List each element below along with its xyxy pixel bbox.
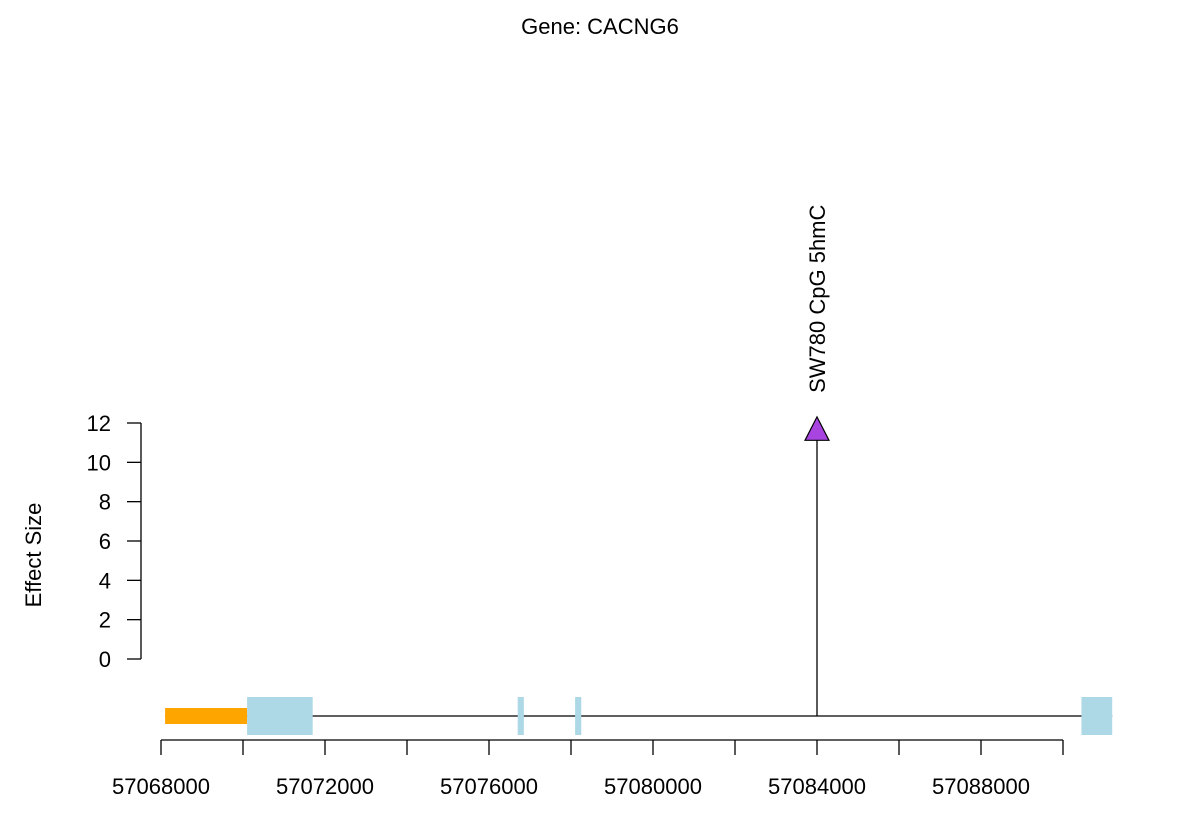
y-tick-label: 0 [99,647,111,672]
gene-model [165,697,1113,735]
lollipop-label: SW780 CpG 5hmC [805,204,830,392]
exon [575,697,582,735]
y-tick-label: 6 [99,529,111,554]
x-tick-label: 57076000 [440,774,538,799]
y-tick-label: 12 [87,411,111,436]
y-tick-label: 4 [99,568,111,593]
exon [517,697,524,735]
x-tick-label: 57072000 [276,774,374,799]
x-tick-label: 57084000 [768,774,866,799]
x-tick-label: 57080000 [604,774,702,799]
y-tick-label: 2 [99,608,111,633]
x-axis: 57068000 57072000 57076000 57080000 57084000… [112,739,1064,799]
y-axis: 0 2 4 6 8 10 12 [87,411,142,672]
y-tick-label: 8 [99,490,111,515]
chart-title: Gene: CACNG6 [521,14,679,39]
x-tick-label: 57068000 [112,774,210,799]
utr-region [165,708,248,724]
lollipop-series: SW780 CpG 5hmC [804,204,830,716]
y-axis-title: Effect Size [21,503,46,608]
exon [247,697,313,735]
y-tick-label: 10 [87,450,111,475]
lollipop-triangle-marker [804,415,830,441]
x-tick-label: 57088000 [932,774,1030,799]
exon [1081,697,1113,735]
